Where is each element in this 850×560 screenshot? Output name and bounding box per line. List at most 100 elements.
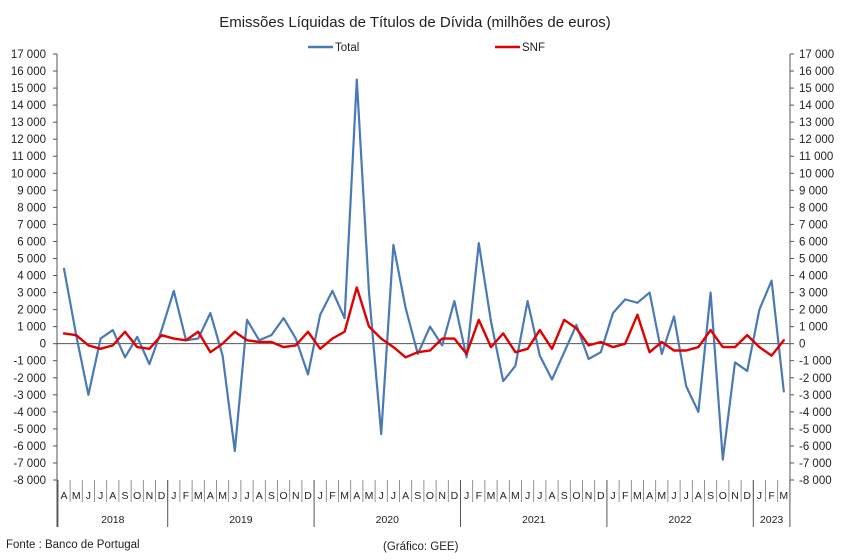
- legend-label-snf: SNF: [522, 42, 545, 54]
- y-tick-label-left: -5 000: [13, 424, 46, 436]
- x-month-label: S: [121, 490, 128, 502]
- x-month-label: A: [256, 490, 263, 502]
- y-tick-label-left: -7 000: [13, 458, 46, 470]
- x-month-label: J: [757, 490, 762, 502]
- x-month-label: S: [268, 490, 275, 502]
- y-tick-label-right: 7 000: [799, 219, 828, 231]
- y-tick-label-right: 3 000: [799, 288, 828, 300]
- x-year-label: 2018: [101, 514, 125, 526]
- y-tick-label-right: 6 000: [799, 236, 828, 248]
- y-tick-label-left: 15 000: [11, 83, 46, 95]
- legend: Total SNF: [308, 42, 545, 54]
- x-month-label: S: [707, 490, 714, 502]
- y-tick-label-left: 10 000: [11, 168, 46, 180]
- x-month-label: F: [329, 490, 335, 502]
- x-month-label: M: [657, 490, 666, 502]
- x-month-label: O: [280, 490, 288, 502]
- x-month-label: M: [633, 490, 642, 502]
- y-tick-label-right: -3 000: [799, 390, 832, 402]
- y-tick-label-left: 1 000: [17, 322, 46, 334]
- x-month-label: D: [597, 490, 605, 502]
- y-tick-label-right: 17 000: [799, 49, 834, 61]
- y-tick-label-right: 13 000: [799, 117, 834, 129]
- x-month-label: M: [72, 490, 81, 502]
- x-month-label: O: [719, 490, 727, 502]
- x-month-label: J: [86, 490, 91, 502]
- x-month-label: N: [731, 490, 739, 502]
- y-tick-label-left: -4 000: [13, 407, 46, 419]
- x-month-label: M: [340, 490, 349, 502]
- chart-title: Emissões Líquidas de Títulos de Dívida (…: [219, 14, 611, 31]
- y-tick-label-right: 2 000: [799, 305, 828, 317]
- x-month-label: M: [779, 490, 788, 502]
- y-tick-label-right: -6 000: [799, 441, 832, 453]
- x-month-label: M: [487, 490, 496, 502]
- x-month-label: A: [109, 490, 116, 502]
- x-month-label: M: [511, 490, 520, 502]
- y-tick-label-left: -8 000: [13, 475, 46, 487]
- x-month-label: F: [622, 490, 628, 502]
- y-tick-label-right: 12 000: [799, 134, 834, 146]
- x-month-label: O: [426, 490, 434, 502]
- x-month-label: A: [353, 490, 360, 502]
- x-month-label: M: [218, 490, 227, 502]
- x-month-label: D: [451, 490, 459, 502]
- y-tick-label-left: -6 000: [13, 441, 46, 453]
- y-tick-label-left: 9 000: [17, 185, 46, 197]
- x-month-label: J: [610, 490, 615, 502]
- x-month-label: O: [133, 490, 141, 502]
- x-month-label: D: [743, 490, 751, 502]
- y-tick-label-right: -4 000: [799, 407, 832, 419]
- source-note: Fonte : Banco de Portugal: [6, 539, 140, 551]
- x-month-label: J: [391, 490, 396, 502]
- x-year-label: 2022: [668, 514, 692, 526]
- y-tick-label-right: 16 000: [799, 66, 834, 78]
- y-tick-label-left: 8 000: [17, 202, 46, 214]
- series-line-snf: [62, 286, 785, 359]
- x-month-label: A: [500, 490, 507, 502]
- axes: 17 000 17 000 16 000 16 000 15 000 15 000 14 0…: [11, 49, 834, 527]
- x-month-label: J: [171, 490, 176, 502]
- x-month-label: J: [379, 490, 384, 502]
- y-tick-label-right: 11 000: [799, 151, 833, 163]
- x-month-label: J: [244, 490, 249, 502]
- x-month-label: A: [207, 490, 214, 502]
- x-month-label: A: [402, 490, 409, 502]
- y-tick-label-right: 14 000: [799, 100, 834, 112]
- x-month-label: S: [414, 490, 421, 502]
- series-lines: [62, 78, 785, 461]
- y-tick-label-left: -3 000: [13, 390, 46, 402]
- x-month-label: M: [194, 490, 203, 502]
- x-month-label: J: [98, 490, 103, 502]
- x-month-label: J: [537, 490, 542, 502]
- x-month-label: N: [292, 490, 300, 502]
- chart-credit: (Gráfico: GEE): [383, 541, 459, 553]
- x-month-label: O: [572, 490, 580, 502]
- x-month-label: J: [464, 490, 469, 502]
- y-tick-label-right: -5 000: [799, 424, 832, 436]
- x-month-label: M: [365, 490, 374, 502]
- y-tick-label-left: 13 000: [11, 117, 46, 129]
- x-month-label: F: [476, 490, 482, 502]
- y-tick-label-left: -2 000: [13, 373, 46, 385]
- x-month-label: J: [318, 490, 323, 502]
- y-tick-label-left: 2 000: [17, 305, 46, 317]
- x-year-label: 2019: [229, 514, 253, 526]
- y-tick-label-right: -7 000: [799, 458, 832, 470]
- y-tick-label-left: 6 000: [17, 236, 46, 248]
- y-tick-label-left: 4 000: [17, 271, 46, 283]
- series-line-total: [62, 78, 785, 461]
- y-tick-label-left: -1 000: [13, 356, 46, 368]
- x-month-label: D: [158, 490, 166, 502]
- x-year-label: 2020: [376, 514, 400, 526]
- y-tick-label-left: 17 000: [11, 49, 46, 61]
- y-tick-label-left: 14 000: [11, 100, 46, 112]
- x-month-label: A: [695, 490, 702, 502]
- y-tick-label-right: -2 000: [799, 373, 832, 385]
- x-month-label: J: [232, 490, 237, 502]
- y-tick-label-right: 4 000: [799, 271, 828, 283]
- x-month-label: A: [60, 490, 67, 502]
- x-year-label: 2023: [760, 514, 784, 526]
- y-tick-label-left: 5 000: [17, 253, 46, 265]
